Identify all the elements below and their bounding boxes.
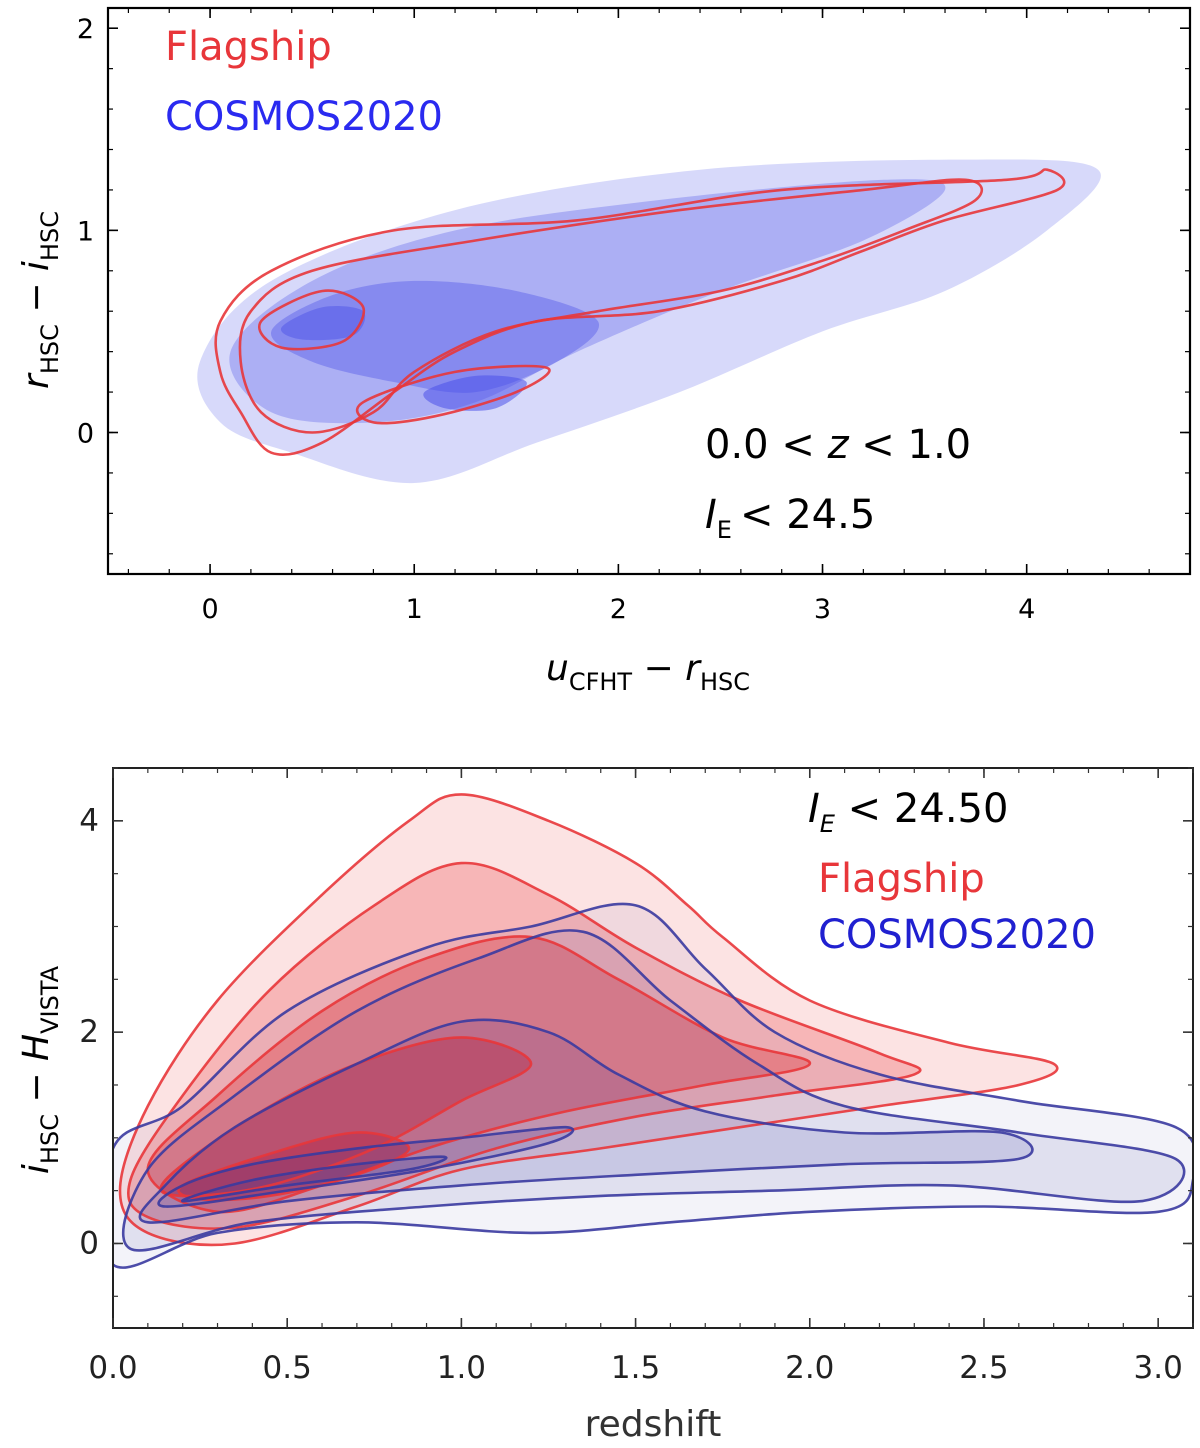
x-tick-label: 4 xyxy=(1018,594,1035,625)
y-tick-label: 2 xyxy=(79,1014,99,1050)
top-y-axis-label: rHSC − iHSC xyxy=(16,211,64,389)
top-legend-flagship: Flagship xyxy=(165,24,332,70)
cosmos2020-fill-level-5 xyxy=(423,375,527,411)
bottom-annotation-magnitude: IE < 24.50 xyxy=(808,786,1008,838)
bottom-plot-frame xyxy=(112,767,1194,1329)
y-tick-label: 1 xyxy=(77,216,94,247)
cosmos2020-fill-level-4 xyxy=(280,305,366,341)
bottom-line-contours xyxy=(113,793,1193,1269)
top-plot-frame xyxy=(106,6,1192,576)
cosmos2020-fill-level-2 xyxy=(123,930,1185,1251)
flagship-contour-line-1 xyxy=(118,793,1059,1247)
flagship-line-contours xyxy=(214,168,1066,456)
y-tick-label: 0 xyxy=(79,1225,99,1261)
x-tick-label: 0.0 xyxy=(88,1350,137,1386)
x-tick-label: 0.5 xyxy=(263,1350,312,1386)
top-ticks: 0 1 2 3 4 0 1 2 xyxy=(77,8,1191,625)
y-tick-label: 0 xyxy=(77,419,94,450)
x-tick-label: 1.0 xyxy=(437,1350,486,1386)
flagship-contour-line-4 xyxy=(356,364,551,425)
flagship-fill-level-4 xyxy=(160,1037,532,1197)
cosmos2020-contour-line-3 xyxy=(138,1018,1034,1224)
x-tick-label: 3 xyxy=(814,594,831,625)
x-tick-label: 2 xyxy=(610,594,627,625)
bottom-ticks: 0.0 0.5 1.0 1.5 2.0 2.5 3.0 0 2 4 xyxy=(79,767,1194,1386)
top-annotation-redshift: 0.0 < z < 1.0 xyxy=(705,422,971,468)
top-x-axis-label: uCFHT − rHSC xyxy=(546,648,750,696)
x-tick-label: 1 xyxy=(406,594,423,625)
top-panel: 0 1 2 3 4 0 1 2 Flagship COSMOS2020 0.0 < z < 1… xyxy=(16,6,1192,696)
bottom-legend-cosmos: COSMOS2020 xyxy=(818,912,1096,958)
cosmos2020-contour-line-1 xyxy=(113,902,1193,1269)
flagship-contour-line-2 xyxy=(126,861,922,1230)
cosmos2020-fill-level-2 xyxy=(229,179,946,424)
cosmos2020-contour-line-4 xyxy=(157,1125,575,1208)
cosmos2020-contour-line-5 xyxy=(181,1155,448,1203)
x-tick-label: 0 xyxy=(201,594,218,625)
bottom-legend-flagship: Flagship xyxy=(818,856,985,902)
top-legend-cosmos: COSMOS2020 xyxy=(165,94,443,140)
x-tick-label: 2.0 xyxy=(785,1350,834,1386)
x-tick-label: 3.0 xyxy=(1134,1350,1183,1386)
top-annotation-magnitude: IE < 24.5 xyxy=(705,492,875,544)
cosmos2020-contour-line-2 xyxy=(121,929,1186,1252)
flagship-contour-line-3 xyxy=(258,289,366,351)
flagship-contour-line-2 xyxy=(238,178,984,434)
bottom-panel: 0.0 0.5 1.0 1.5 2.0 2.5 3.0 0 2 4 IE < 24.50 Flag… xyxy=(16,767,1194,1445)
y-tick-label: 2 xyxy=(77,14,94,45)
bottom-x-axis-label: redshift xyxy=(585,1404,722,1445)
y-tick-label: 4 xyxy=(79,803,99,839)
x-tick-label: 2.5 xyxy=(959,1350,1008,1386)
bottom-y-axis-label: iHSC − HVISTA xyxy=(16,965,64,1174)
x-tick-label: 1.5 xyxy=(611,1350,660,1386)
